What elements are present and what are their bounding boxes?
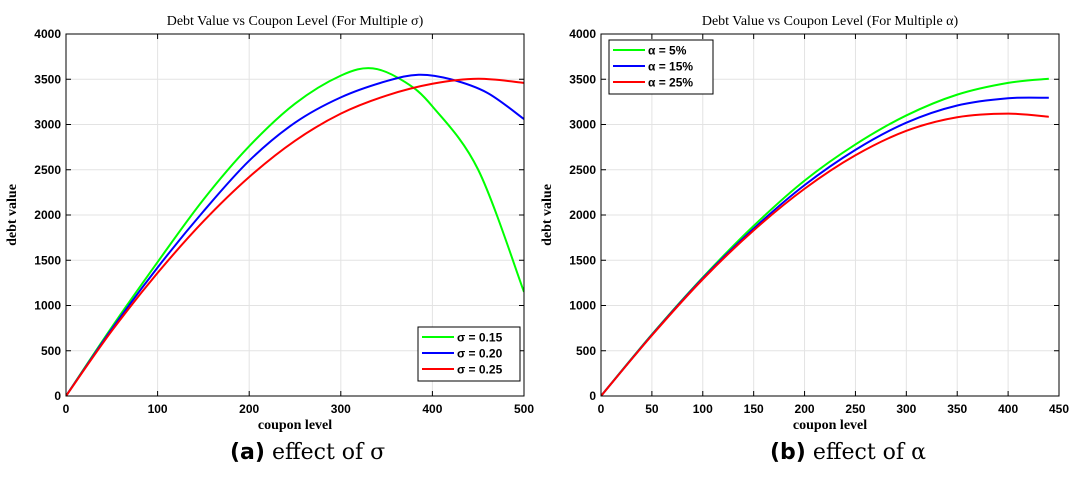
chart-b-xtick-label-4: 200	[795, 402, 815, 416]
caption-b: (b) effect of α	[770, 440, 926, 465]
chart-a-series-line-0	[66, 67, 524, 396]
chart-b-xtick-label-8: 400	[998, 402, 1018, 416]
chart-a-ytick-label-1: 500	[41, 344, 61, 358]
chart-a-legend-label-2: σ = 0.25	[457, 363, 503, 377]
chart-a-series-line-2	[66, 77, 524, 396]
chart-a-ytick-label-6: 3000	[34, 118, 61, 132]
chart-b-legend-label-0: α = 5%	[648, 44, 687, 58]
chart-b-ytick-label-2: 1000	[569, 299, 596, 313]
caption-a-tag: (a)	[230, 440, 265, 465]
chart-a-title: Debt Value vs Coupon Level (For Multiple…	[167, 14, 424, 29]
chart-a-ylabel: debt value	[5, 184, 20, 246]
chart-b: 0 50 100 150 200 250 300 350 400 450 0 500 1000 1500 2…	[540, 14, 1069, 433]
chart-a-ytick-label-5: 2500	[34, 163, 61, 177]
chart-b-xtick-label-3: 150	[744, 402, 764, 416]
caption-a: (a) effect of σ	[230, 440, 385, 465]
chart-b-xtick-label-5: 250	[845, 402, 865, 416]
chart-a-xtick-label-2: 200	[239, 402, 259, 416]
chart-b-series-line-0	[601, 77, 1049, 396]
chart-a-ytick-label-7: 3500	[34, 72, 61, 86]
chart-b-xtick-label-0: 0	[598, 402, 605, 416]
chart-b-title: Debt Value vs Coupon Level (For Multiple…	[702, 14, 959, 29]
chart-b-ytick-label-0: 0	[589, 389, 596, 403]
chart-a-xtick-label-4: 400	[422, 402, 442, 416]
chart-a-ytick-label-2: 1000	[34, 299, 61, 313]
chart-a-ytick-label-8: 4000	[34, 27, 61, 41]
chart-a-ytick-label-4: 2000	[34, 208, 61, 222]
chart-b-ytick-label-5: 2500	[569, 163, 596, 177]
chart-a-xtick-label-1: 100	[148, 402, 168, 416]
chart-b-ytick-label-8: 4000	[569, 27, 596, 41]
chart-b-legend-label-2: α = 25%	[648, 76, 693, 90]
chart-a-xtick-label-3: 300	[331, 402, 351, 416]
chart-b-ylabel: debt value	[540, 184, 555, 246]
chart-b-xlabel: coupon level	[793, 418, 867, 433]
chart-a-ytick-label-3: 1500	[34, 253, 61, 267]
chart-b-legend: α = 5% α = 15% α = 25%	[608, 39, 714, 95]
chart-b-ytick-label-4: 2000	[569, 208, 596, 222]
chart-a-legend-label-0: σ = 0.15	[457, 331, 503, 345]
caption-b-tag: (b)	[770, 440, 806, 465]
chart-b-series-line-2	[601, 112, 1049, 396]
chart-a-series-line-1	[66, 73, 524, 396]
chart-a-legend: σ = 0.15 σ = 0.20 σ = 0.25	[417, 326, 521, 382]
caption-b-text: effect of α	[812, 440, 926, 465]
chart-a-legend-label-1: σ = 0.20	[457, 347, 503, 361]
chart-b-xtick-label-1: 50	[645, 402, 659, 416]
chart-a-ytick-label-0: 0	[54, 389, 61, 403]
chart-b-xtick-label-2: 100	[693, 402, 713, 416]
chart-b-xtick-label-7: 350	[947, 402, 967, 416]
caption-a-text: effect of σ	[271, 440, 386, 465]
chart-a-xlabel: coupon level	[258, 418, 332, 433]
chart-b-ytick-label-6: 3000	[569, 118, 596, 132]
chart-b-xtick-label-9: 450	[1049, 402, 1069, 416]
chart-b-legend-label-1: α = 15%	[648, 60, 693, 74]
chart-b-ytick-label-3: 1500	[569, 253, 596, 267]
chart-b-xtick-label-6: 300	[896, 402, 916, 416]
chart-a: 0 100 200 300 400 500 0 500 1000 1500 2000 2500 3000…	[5, 14, 534, 433]
chart-a-xtick-label-0: 0	[63, 402, 70, 416]
chart-a-xtick-label-5: 500	[514, 402, 534, 416]
chart-b-ytick-label-7: 3500	[569, 72, 596, 86]
chart-b-ytick-label-1: 500	[576, 344, 596, 358]
